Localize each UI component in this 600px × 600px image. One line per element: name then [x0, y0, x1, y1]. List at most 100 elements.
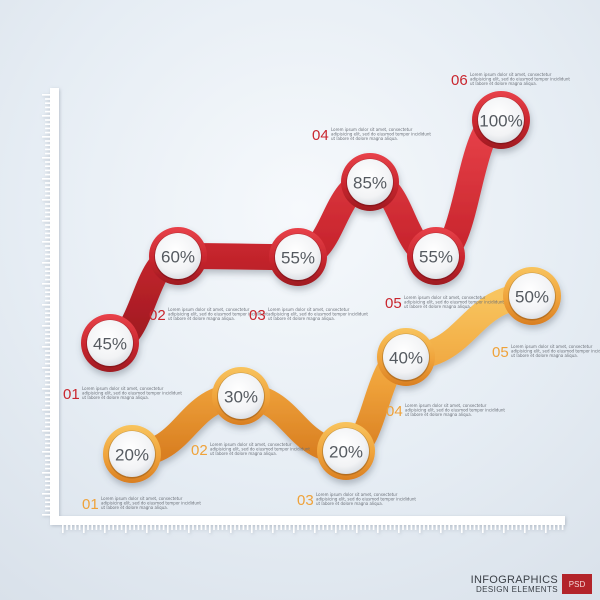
y-axis-tick [45, 434, 50, 436]
y-axis-tick [45, 438, 50, 440]
y-axis-tick [42, 157, 50, 159]
step-description: adipisicing elit, sed do eiusmod tempor … [331, 132, 431, 137]
x-axis-tick [524, 525, 526, 533]
x-axis-tick [406, 525, 408, 530]
step-description: Lorem ipsum dolor sit amet, consectetur [405, 403, 487, 408]
step-description: Lorem ipsum dolor sit amet, consectetur [331, 127, 413, 132]
step-description: Lorem ipsum dolor sit amet, consectetur [404, 295, 486, 300]
y-axis-tick [45, 257, 50, 260]
y-axis-tick [42, 451, 50, 453]
data-label: 20% [115, 446, 149, 465]
x-axis-tick [372, 525, 375, 530]
y-axis-tick [45, 249, 50, 251]
step-description: adipisicing elit, sed do eiusmod tempor … [82, 391, 182, 396]
y-axis-tick [45, 270, 50, 272]
x-axis-tick [183, 525, 186, 530]
y-axis-tick [45, 320, 50, 323]
y-axis-tick [45, 455, 50, 457]
x-axis-tick [360, 525, 362, 530]
y-axis-tick [42, 409, 50, 411]
data-point [109, 431, 155, 477]
y-axis-tick [42, 136, 50, 138]
y-axis-tick [42, 367, 50, 369]
y-axis-tick [45, 375, 50, 377]
y-axis-tick [45, 497, 50, 499]
x-axis-tick [297, 525, 299, 530]
y-axis-tick [45, 211, 50, 214]
step-description: adipisicing elit, sed do eiusmod tempor … [405, 408, 505, 413]
y-axis-tick [45, 291, 50, 293]
x-axis-tick [427, 525, 429, 530]
y-axis-tick [45, 417, 50, 419]
x-axis-tick [200, 525, 203, 530]
step-number: 05 [385, 295, 402, 312]
x-axis-tick [192, 525, 194, 530]
y-axis-tick [45, 358, 50, 361]
x-axis-tick [389, 525, 392, 530]
x-axis-tick [545, 525, 547, 533]
step-number: 02 [149, 307, 166, 324]
y-axis-tick [42, 493, 50, 495]
step-number: 04 [386, 403, 403, 420]
footer-brand: INFOGRAPHICS DESIGN ELEMENTS PSD [471, 574, 592, 594]
data-label: 55% [281, 249, 315, 268]
data-point [218, 373, 264, 419]
x-axis-tick [66, 525, 68, 530]
x-axis-tick [95, 525, 98, 530]
y-axis-tick [45, 110, 50, 113]
step-number: 03 [249, 307, 266, 324]
x-axis-tick [477, 525, 480, 530]
x-axis-tick [217, 525, 219, 530]
series-1: 45% 60% 55% 85% 55% 100% [81, 91, 530, 372]
y-axis-ticks [42, 94, 50, 516]
y-axis-tick [45, 308, 50, 310]
x-axis-tick [309, 525, 312, 530]
step-description: ut labore et dolore magna aliqua. [470, 81, 537, 86]
y-axis-tick [45, 215, 50, 218]
y-axis-tick [45, 295, 50, 298]
x-axis-tick [246, 525, 249, 530]
x-axis-tick [557, 525, 560, 530]
step-description: adipisicing elit, sed do eiusmod tempor … [511, 349, 600, 354]
x-axis-tick [204, 525, 207, 530]
y-axis-tick [45, 442, 50, 445]
x-axis-tick [440, 525, 442, 533]
y-axis-tick [45, 173, 50, 176]
x-axis-tick [62, 525, 64, 533]
y-axis-tick [45, 463, 50, 466]
x-axis-tick [431, 525, 434, 530]
x-axis-tick [381, 525, 383, 530]
y-axis-tick [45, 278, 50, 281]
x-axis-tick [347, 525, 350, 530]
x-axis-tick [330, 525, 333, 530]
y-axis-tick [45, 140, 50, 142]
x-axis-tick [209, 525, 211, 533]
x-axis-tick [335, 525, 337, 533]
x-axis-tick [188, 525, 190, 533]
step-number: 02 [191, 442, 208, 459]
step-description: ut labore et dolore magna aliqua. [268, 316, 335, 321]
y-axis-tick [45, 476, 50, 478]
y-axis-tick [45, 501, 50, 503]
x-axis-tick [503, 525, 505, 533]
step-number: 01 [82, 496, 99, 513]
footer-subtitle: DESIGN ELEMENTS [475, 584, 558, 594]
data-label: 45% [93, 335, 127, 354]
x-axis-tick [532, 525, 534, 530]
y-axis-tick [45, 266, 50, 268]
step-description: adipisicing elit, sed do eiusmod tempor … [101, 501, 201, 506]
step-number: 05 [492, 344, 509, 361]
x-axis-tick [129, 525, 131, 530]
y-axis-tick [45, 446, 50, 449]
y-axis-tick [45, 236, 50, 239]
y-axis-tick [45, 207, 50, 209]
y-axis-tick [45, 396, 50, 398]
step-description: Lorem ipsum dolor sit amet, consectetur [470, 72, 552, 77]
x-axis-tick [162, 525, 165, 530]
data-point [87, 320, 133, 366]
x-axis-tick [267, 525, 270, 530]
y-axis-tick [42, 115, 50, 117]
x-axis-tick [133, 525, 135, 530]
x-axis-tick [461, 525, 463, 533]
